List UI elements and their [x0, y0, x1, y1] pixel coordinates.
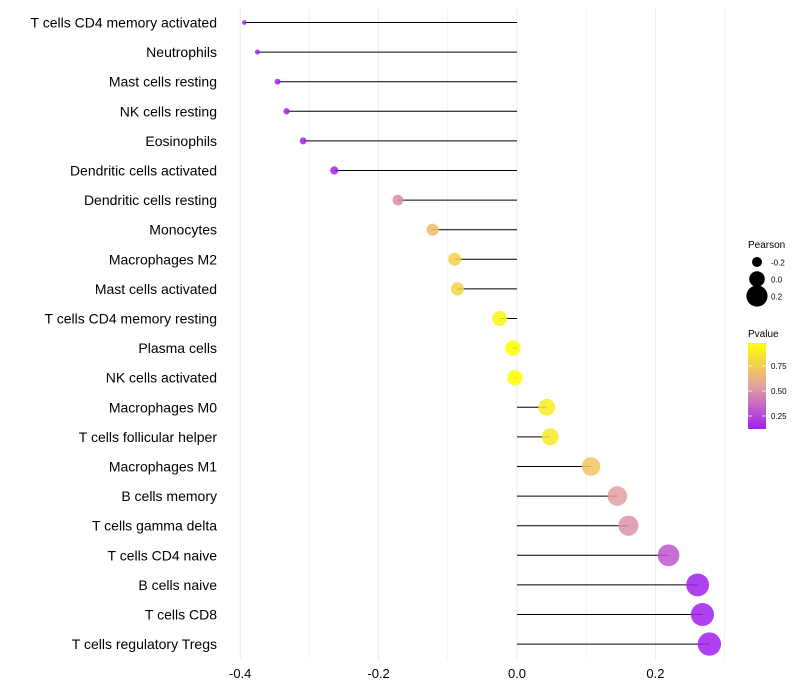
- x-tick-label: -0.4: [229, 666, 251, 681]
- dot: [254, 49, 261, 55]
- dot: [283, 108, 290, 115]
- dot: [450, 282, 465, 296]
- y-tick-label: Monocytes: [149, 222, 217, 238]
- y-tick-label: T cells regulatory Tregs: [72, 636, 217, 652]
- dot: [274, 78, 281, 85]
- color-legend-title: Pvalue: [748, 329, 779, 340]
- y-axis-labels: T cells CD4 memory activated Neutrophils M…: [31, 15, 218, 653]
- y-tick-label: Macrophages M2: [109, 251, 217, 267]
- dot: [581, 457, 601, 476]
- size-legend: Pearson -0.2 0.0 0.2: [746, 240, 785, 307]
- dot: [607, 486, 628, 506]
- y-tick-label: T cells gamma delta: [92, 518, 217, 534]
- colorbar-tick-label: 0.75: [771, 362, 787, 371]
- size-legend-key: [752, 257, 762, 267]
- x-tick-label: 0.2: [646, 666, 664, 681]
- y-tick-label: Dendritic cells resting: [84, 192, 217, 208]
- y-tick-label: Macrophages M0: [109, 399, 217, 415]
- y-tick-label: NK cells resting: [120, 103, 217, 119]
- x-axis-labels: -0.4 -0.2 0.0 0.2: [229, 666, 664, 681]
- size-legend-label: -0.2: [771, 259, 785, 268]
- dot: [618, 515, 639, 536]
- y-tick-label: T cells follicular helper: [79, 429, 218, 445]
- x-tick-label: -0.2: [367, 666, 389, 681]
- y-tick-label: Neutrophils: [146, 44, 217, 60]
- x-tick-label: 0.0: [508, 666, 526, 681]
- dot: [426, 223, 439, 236]
- size-legend-key: [749, 271, 765, 287]
- size-legend-key: [746, 285, 768, 307]
- dot: [697, 632, 722, 656]
- dot: [299, 137, 307, 145]
- color-legend: Pvalue 0.75 0.50 0.25: [748, 329, 787, 429]
- grid-lines: [239, 8, 725, 660]
- y-tick-label: T cells CD4 naive: [108, 547, 218, 563]
- y-tick-label: B cells naive: [138, 577, 217, 593]
- y-tick-label: B cells memory: [121, 488, 217, 504]
- size-legend-label: 0.2: [771, 293, 783, 302]
- dot: [507, 369, 523, 386]
- y-tick-label: Mast cells resting: [109, 74, 217, 90]
- dot: [690, 602, 715, 627]
- colorbar-tick-label: 0.25: [771, 412, 787, 421]
- y-tick-label: T cells CD4 memory activated: [31, 15, 217, 31]
- y-tick-label: T cells CD4 memory resting: [45, 311, 217, 327]
- dot: [505, 340, 521, 356]
- dot: [492, 311, 508, 326]
- dot: [392, 194, 404, 206]
- dot: [242, 20, 247, 25]
- dots: [242, 20, 722, 656]
- y-tick-label: Eosinophils: [145, 133, 217, 149]
- size-legend-label: 0.0: [771, 276, 783, 285]
- size-legend-title: Pearson: [748, 240, 785, 251]
- y-tick-label: T cells CD8: [145, 607, 217, 623]
- dot: [330, 166, 339, 175]
- y-tick-label: Dendritic cells activated: [70, 163, 217, 179]
- dot: [448, 252, 462, 266]
- stems: [244, 22, 710, 645]
- dot: [538, 398, 556, 416]
- colorbar: [748, 343, 766, 429]
- dot: [657, 544, 680, 567]
- dot: [686, 573, 710, 597]
- colorbar-tick-label: 0.50: [771, 387, 787, 396]
- y-tick-label: Plasma cells: [138, 340, 217, 356]
- y-tick-label: Mast cells activated: [95, 281, 217, 297]
- y-tick-label: Macrophages M1: [109, 459, 217, 475]
- y-tick-label: NK cells activated: [106, 370, 217, 386]
- dot: [541, 428, 559, 446]
